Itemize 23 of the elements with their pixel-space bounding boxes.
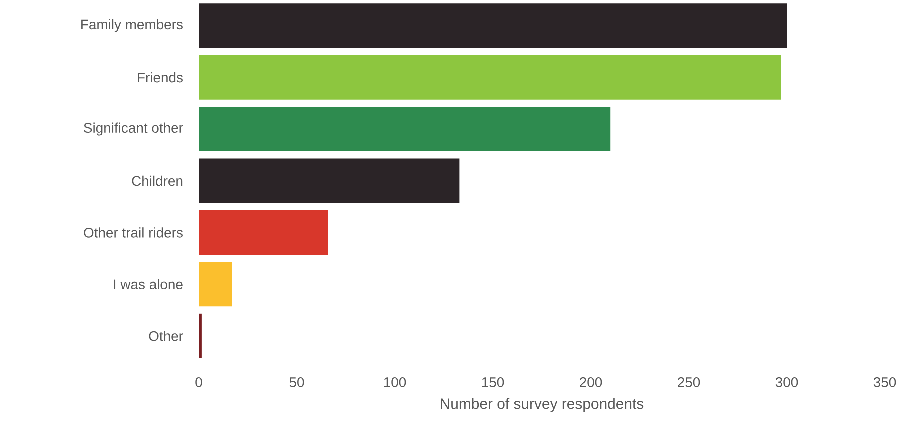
x-tick-label: 0 [196, 378, 202, 388]
bar [199, 107, 611, 152]
x-tick-label: 200 [580, 378, 602, 388]
bar [199, 262, 232, 307]
bar [199, 158, 460, 204]
bar [199, 314, 202, 358]
x-tick-label: 300 [776, 378, 798, 388]
bar [199, 55, 782, 100]
bar [199, 4, 788, 48]
x-tick-label: 250 [678, 378, 700, 388]
y-tick-label: Other [149, 331, 184, 342]
y-tick-label: Other trail riders [84, 228, 183, 238]
x-axis-title: Number of survey respondents [441, 398, 644, 412]
x-tick-label: 50 [290, 378, 304, 388]
x-tick-label: 150 [482, 378, 504, 388]
y-tick-label: Children [132, 176, 183, 186]
x-tick-label: 100 [384, 378, 406, 388]
bar [199, 210, 328, 255]
y-tick-label: Friends [138, 72, 183, 83]
y-tick-label: I was alone [114, 279, 183, 290]
x-tick-label: 350 [874, 378, 896, 388]
y-tick-label: Family members [82, 19, 183, 32]
y-tick-label: Significant other [84, 122, 184, 136]
